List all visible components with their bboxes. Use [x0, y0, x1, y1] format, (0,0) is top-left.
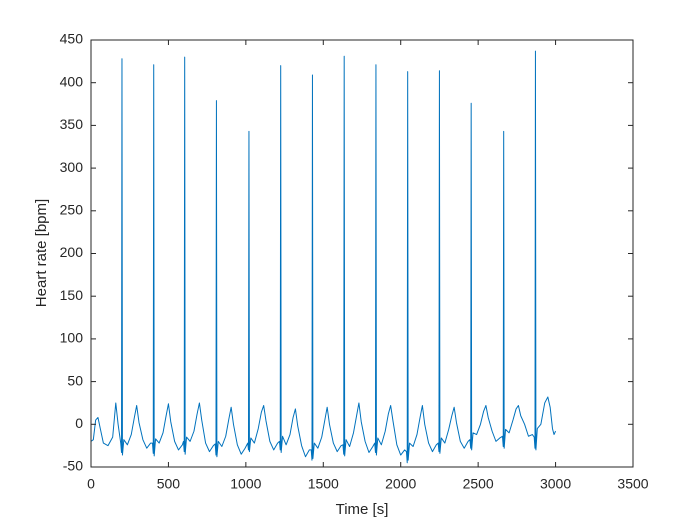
y-tick-label: 50 — [67, 372, 83, 388]
x-tick-label: 1500 — [308, 476, 339, 492]
y-tick-label: 400 — [60, 73, 84, 89]
data-line — [90, 50, 557, 464]
y-tick-label: 150 — [60, 287, 84, 303]
x-tick-label: 3000 — [540, 476, 571, 492]
plot-area — [91, 40, 633, 467]
x-tick-label: 0 — [87, 476, 95, 492]
y-axis-label: Heart rate [bpm] — [33, 199, 50, 307]
x-axis-label: Time [s] — [336, 501, 389, 518]
y-tick-label: 200 — [60, 244, 84, 260]
y-tick-label: 0 — [75, 415, 83, 431]
y-tick-label: 450 — [60, 31, 84, 47]
y-tick-label: -50 — [63, 458, 83, 474]
x-tick-label: 2500 — [463, 476, 494, 492]
y-tick-label: 350 — [60, 116, 84, 132]
y-tick-label: 250 — [60, 202, 84, 218]
x-tick-label: 2000 — [385, 476, 416, 492]
y-tick-label: 100 — [60, 330, 84, 346]
y-tick-label: 300 — [60, 159, 84, 175]
x-tick-label: 500 — [157, 476, 181, 492]
x-tick-label: 1000 — [230, 476, 261, 492]
x-tick-label: 3500 — [617, 476, 648, 492]
